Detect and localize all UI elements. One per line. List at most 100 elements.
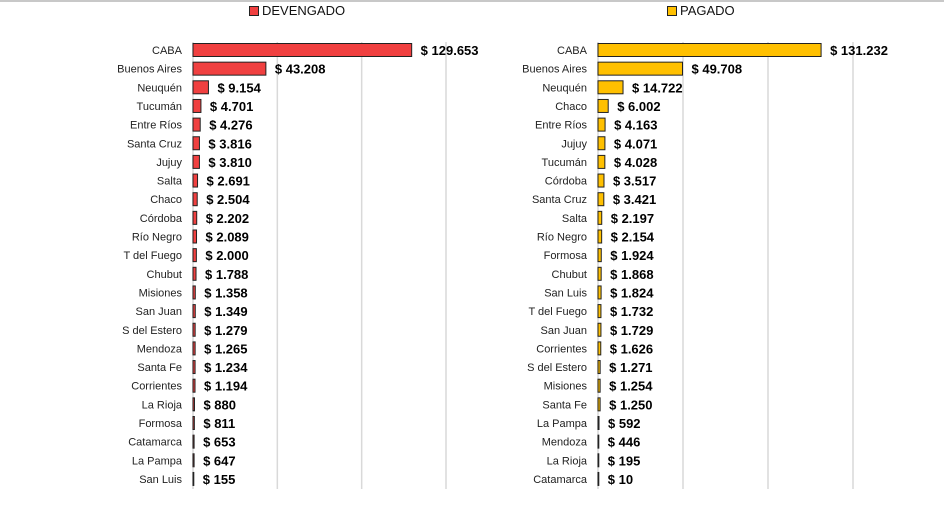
bar [597,136,606,151]
data-label: $ 4.163 [614,118,657,133]
bar [597,173,605,188]
data-label: $ 1.732 [610,304,653,319]
category-label: Chaco [555,101,587,113]
bar [192,136,200,151]
category-label: Entre Ríos [535,120,587,132]
bar [192,248,197,263]
bar [192,453,195,468]
bar [597,285,602,300]
category-label: Formosa [544,250,588,262]
data-label: $ 43.208 [275,62,326,77]
bar [597,453,600,468]
bar [192,304,196,319]
category-label: Santa Cruz [532,194,587,206]
category-label: Misiones [139,287,183,299]
category-label: Catamarca [533,474,588,486]
data-label: $ 1.824 [610,285,654,300]
category-label: Jujuy [561,138,587,150]
category-label: San Juan [541,325,587,337]
category-label: Santa Fe [542,399,587,411]
legend-swatch-pagado [667,5,677,16]
bar [597,322,602,337]
legend-devengado: DEVENGADO [249,3,345,18]
data-label: $ 1.271 [609,360,652,375]
data-label: $ 811 [203,416,235,431]
data-label: $ 3.421 [613,192,656,207]
category-label: La Pampa [132,455,183,467]
data-label: $ 49.708 [692,62,743,77]
data-label: $ 4.276 [209,118,252,133]
bar [597,61,684,76]
category-label: Chaco [150,194,182,206]
category-label: Buenos Aires [522,64,587,76]
bar [597,378,601,393]
category-label: San Juan [136,306,182,318]
category-label: Río Negro [537,232,587,244]
top-border [0,0,944,2]
data-label: $ 4.701 [210,99,253,114]
category-label: Santa Cruz [127,138,182,150]
data-label: $ 653 [203,435,236,450]
bar [597,471,600,486]
category-label: Formosa [139,418,183,430]
bar [192,61,267,76]
bar [597,304,602,319]
category-label: S del Estero [527,362,587,374]
category-label: CABA [557,45,588,57]
category-label: Chubut [147,269,182,281]
bar [597,43,822,57]
category-label: Córdoba [140,213,183,225]
data-label: $ 6.002 [617,99,660,114]
bar [597,416,600,430]
category-label: Misiones [544,381,588,393]
data-label: $ 1.729 [610,323,653,338]
data-label: $ 647 [203,453,236,468]
data-label: $ 155 [203,472,236,487]
bar [597,117,606,132]
category-label: Río Negro [132,232,182,244]
data-label: $ 1.358 [204,285,247,300]
legend-label: DEVENGADO [262,3,346,18]
bar [192,229,198,244]
bar [192,154,200,169]
bar [192,360,196,375]
category-label: La Pampa [537,418,588,430]
bar [192,322,196,337]
data-label: $ 1.924 [610,248,654,263]
bar [192,210,198,225]
bar [597,210,603,225]
legend-label: PAGADO [680,3,735,18]
category-label: San Luis [139,474,182,486]
data-label: $ 446 [608,435,641,450]
data-label: $ 4.028 [614,155,657,170]
data-label: $ 2.197 [611,211,654,226]
legend-swatch-devengado [249,5,259,16]
category-label: Corrientes [536,343,587,355]
data-label: $ 131.232 [830,43,888,58]
data-label: $ 3.816 [208,136,251,151]
data-label: $ 3.517 [613,174,656,189]
data-label: $ 1.234 [204,360,248,375]
data-label: $ 1.279 [204,323,247,338]
bar [597,434,600,449]
bar [192,192,198,207]
data-label: $ 1.626 [610,341,653,356]
bar [597,229,603,244]
bar [192,471,195,486]
bar [192,285,196,300]
category-label: Mendoza [137,343,183,355]
bar [192,397,195,412]
category-label: Entre Ríos [130,120,182,132]
data-label: $ 2.202 [206,211,249,226]
category-label: Neuquén [542,82,587,94]
bar [192,173,199,188]
bar [597,154,606,169]
data-label: $ 2.000 [205,248,248,263]
category-label: La Rioja [142,399,183,411]
data-label: $ 2.691 [207,174,250,189]
data-label: $ 1.788 [205,267,248,282]
bar [192,266,197,281]
category-label: Chubut [552,269,587,281]
category-label: Jujuy [156,157,182,169]
data-label: $ 14.722 [632,80,683,95]
